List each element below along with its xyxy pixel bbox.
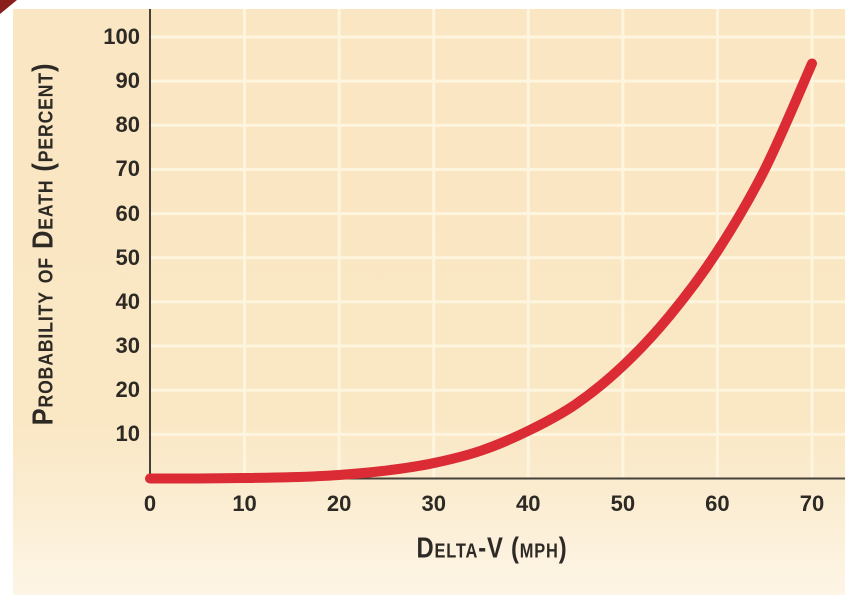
probability-curve [145, 58, 817, 484]
x-tick-label: 10 [232, 491, 257, 516]
y-tick-label: 30 [115, 333, 140, 359]
y-axis-title: Probability of Death (percent) [27, 62, 60, 426]
y-tick-label: 60 [115, 200, 140, 226]
y-tick-label: 90 [115, 68, 140, 94]
y-tick-label: 100 [103, 24, 140, 49]
y-tick-label: 20 [115, 377, 140, 403]
y-tick-label: 40 [115, 288, 140, 314]
y-tick-label: 50 [115, 244, 140, 270]
x-tick-label: 70 [799, 491, 825, 516]
y-tick-label: 70 [115, 156, 140, 182]
y-tick-label: 80 [115, 112, 140, 138]
x-tick-label: 20 [326, 491, 352, 516]
x-axis-title: Delta-V (mph) [416, 532, 568, 565]
x-tick-label: 50 [610, 491, 636, 516]
page-corner-decoration [0, 0, 17, 14]
x-tick-label: 30 [421, 491, 446, 516]
y-tick-label: 10 [115, 421, 140, 447]
x-tick-label: 40 [516, 491, 541, 516]
x-tick-label: 0 [143, 491, 157, 516]
x-tick-label: 60 [705, 491, 730, 516]
